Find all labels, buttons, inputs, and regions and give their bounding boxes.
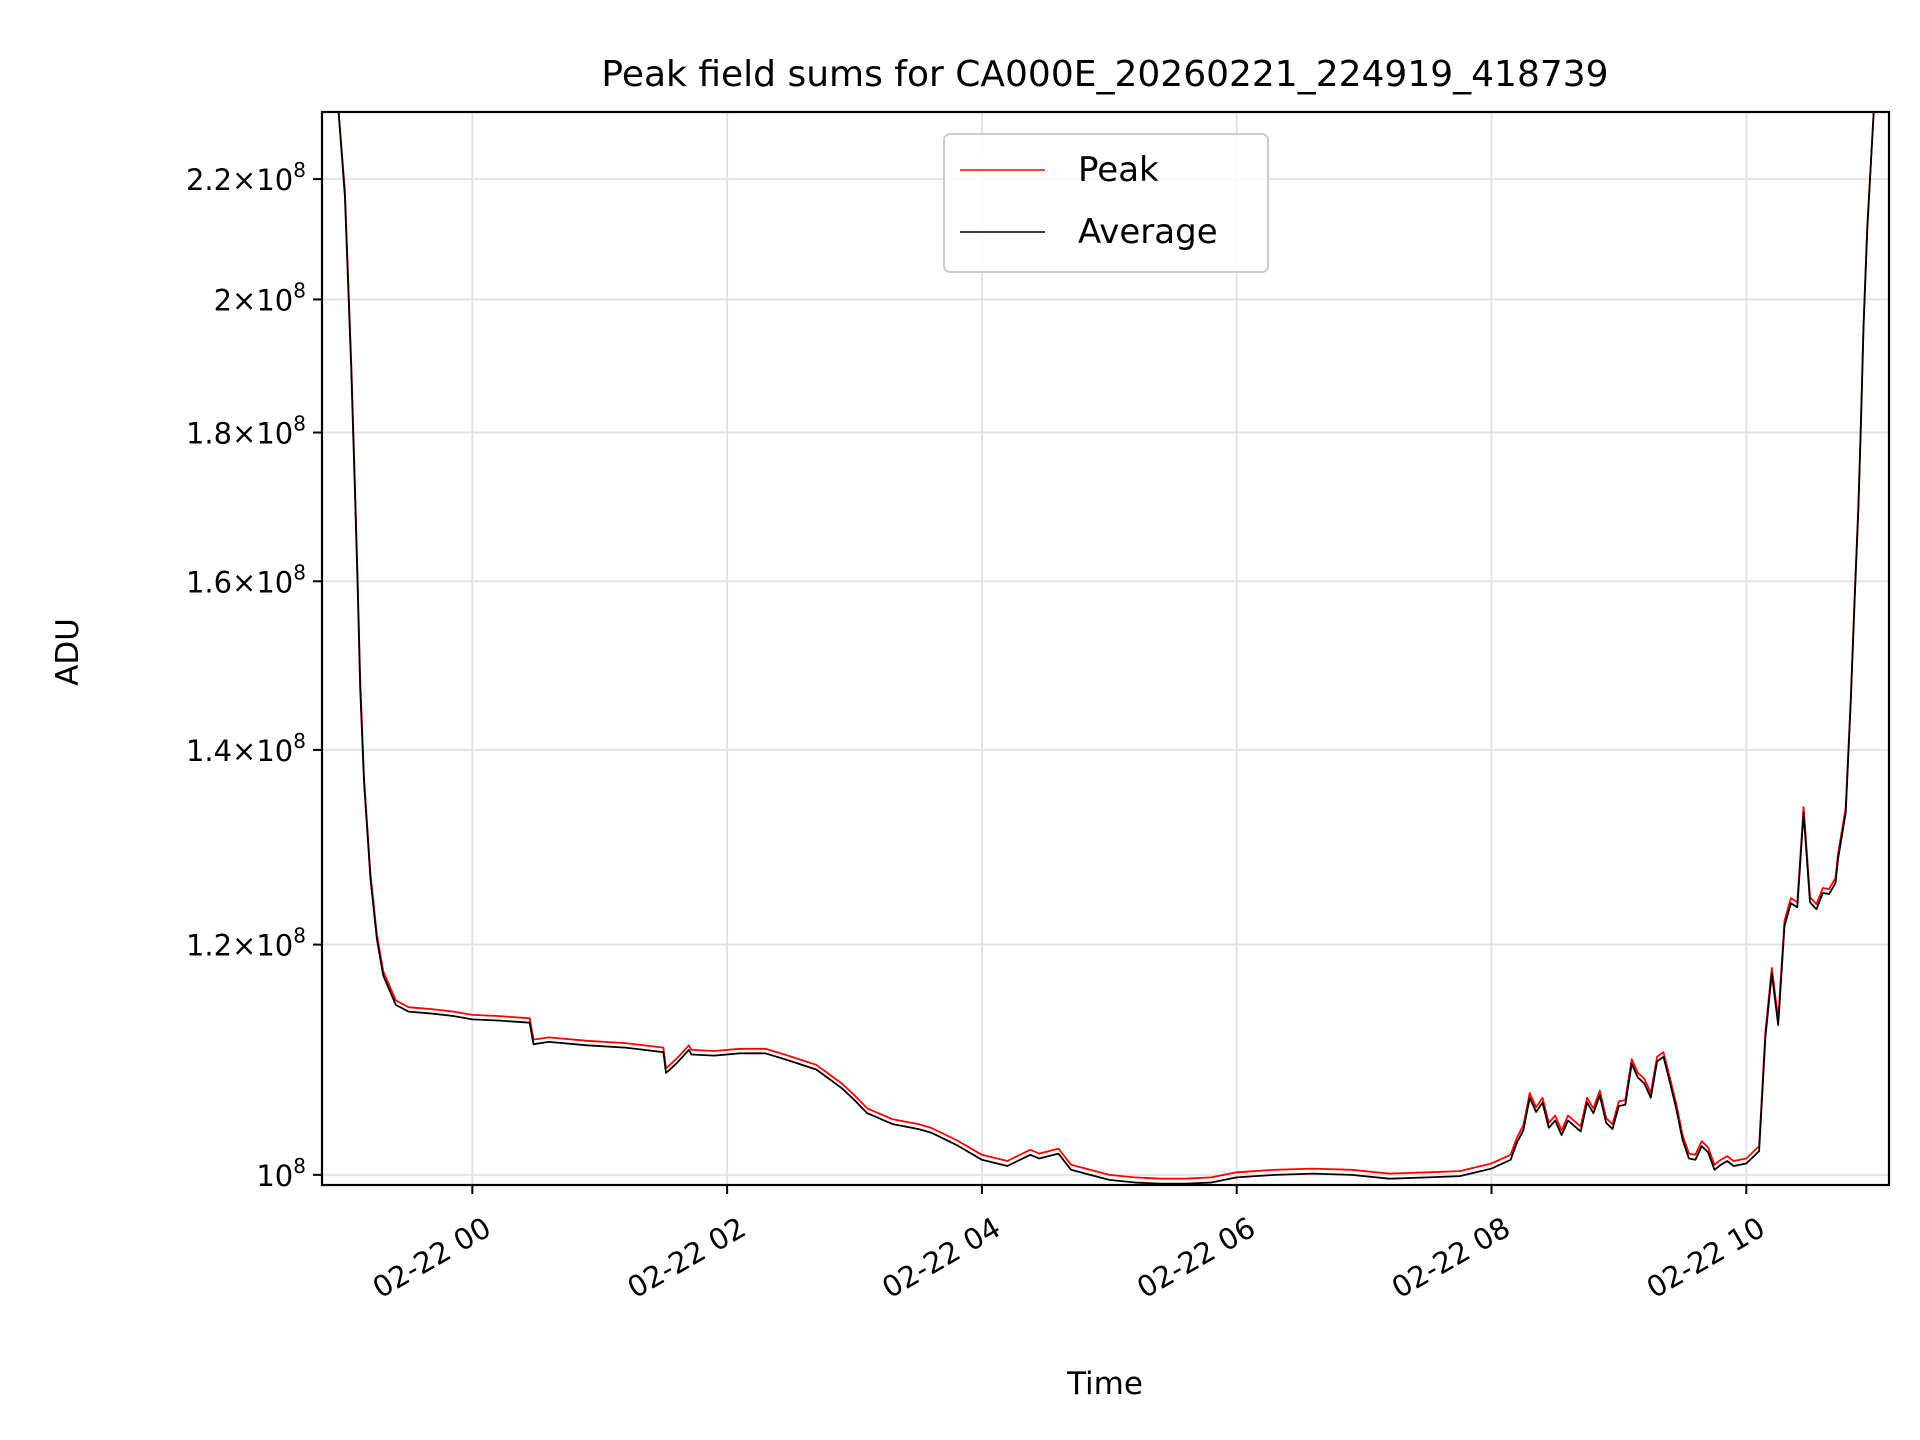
x-axis-label: Time <box>1066 1366 1143 1402</box>
y-tick-label: 2×108 <box>214 278 306 317</box>
legend: Peak Average <box>943 133 1269 273</box>
legend-box <box>943 133 1269 273</box>
y-tick-exponent: 8 <box>293 158 306 182</box>
series-lines <box>322 112 1889 1185</box>
y-axis-label: ADU <box>50 618 86 686</box>
y-tick-base: 10 <box>256 1159 293 1193</box>
y-tick-base: 1.8×10 <box>186 417 293 451</box>
y-tick-label: 1.2×108 <box>186 924 306 963</box>
y-tick-exponent: 8 <box>293 924 306 948</box>
y-tick-base: 1.4×10 <box>186 734 293 768</box>
y-tick-label: 1.4×108 <box>186 729 306 768</box>
y-tick-base: 1.2×10 <box>186 929 293 963</box>
y-tick-exponent: 8 <box>293 729 306 753</box>
series-line-average <box>322 112 1889 1185</box>
grid <box>322 112 1889 1185</box>
y-tick-base: 1.6×10 <box>186 565 293 599</box>
y-tick-label: 1.6×108 <box>186 560 306 599</box>
y-tick-exponent: 8 <box>293 1154 306 1178</box>
y-tick-exponent: 8 <box>293 412 306 436</box>
y-tick-label: 1.8×108 <box>186 412 306 451</box>
y-tick-label: 2.2×108 <box>186 158 306 197</box>
legend-label-peak: Peak <box>1078 150 1159 190</box>
chart-title: Peak field sums for CA000E_20260221_2249… <box>601 54 1608 95</box>
legend-label-average: Average <box>1078 212 1218 252</box>
y-tick-base: 2.2×10 <box>186 163 293 197</box>
plot-area-frame <box>320 110 1891 1187</box>
y-axis-ticks: 1081.2×1081.4×1081.6×1081.8×1082×1082.2×… <box>186 158 322 1193</box>
y-tick-exponent: 8 <box>293 278 306 302</box>
y-tick-base: 2×10 <box>214 283 294 317</box>
y-tick-exponent: 8 <box>293 560 306 584</box>
y-tick-label: 108 <box>256 1154 306 1193</box>
